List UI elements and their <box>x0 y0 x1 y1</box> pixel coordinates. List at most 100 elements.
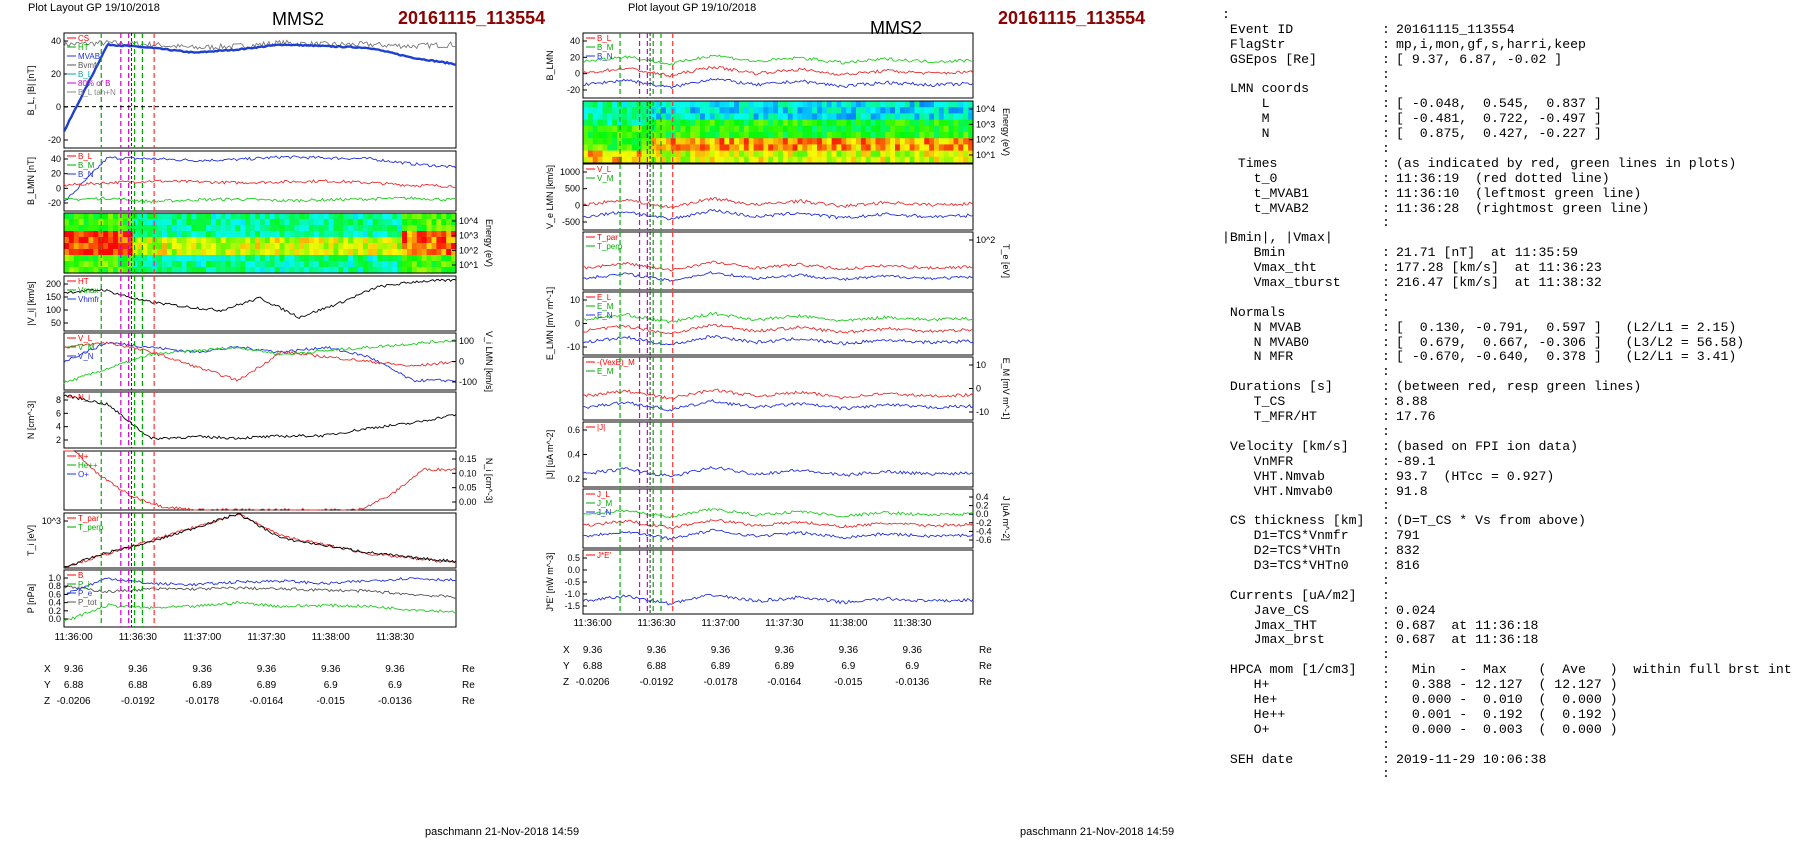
spectrogram-cell <box>612 144 618 152</box>
mid-panel-9-series-s0 <box>582 593 974 606</box>
spectrogram-cell <box>934 107 940 114</box>
spectrogram-cell <box>446 225 452 232</box>
spectrogram-cell <box>670 119 677 127</box>
spectrogram-cell <box>651 113 657 121</box>
mid-time-label: 11:38:00 <box>829 618 868 629</box>
spectrogram-cell <box>304 219 310 226</box>
spectrogram-cell <box>436 261 442 268</box>
param-value: 20161115_113554 <box>1396 21 1515 37</box>
spectrogram-cell <box>626 156 633 164</box>
spectrogram-cell <box>821 101 828 108</box>
spectrogram-cell <box>348 267 354 274</box>
spectrogram-cell <box>685 150 691 158</box>
spectrogram-cell <box>690 125 696 133</box>
spectrogram-cell <box>162 237 168 244</box>
spectrogram-cell <box>353 231 359 238</box>
spectrogram-cell <box>695 101 701 108</box>
param-row: VHT.Nmvab:93.7 (HTcc = 0.927) <box>1222 469 1800 485</box>
y-axis-label: T_e [eV] <box>1001 244 1011 278</box>
spectrogram-cell <box>651 132 657 139</box>
legend-entry: B <box>78 571 83 580</box>
event-id-left: 20161115_113554 <box>398 8 546 28</box>
left-x-value: 9.36 <box>128 664 148 675</box>
spectrogram-cell <box>943 125 950 133</box>
param-colon: : <box>1382 766 1390 782</box>
spectrogram-cell <box>763 101 769 108</box>
spectrogram-cell <box>607 113 613 121</box>
spectrogram-cell <box>870 132 877 139</box>
spectrogram-cell <box>289 267 295 274</box>
spectrogram-cell <box>250 261 256 268</box>
spectrogram-cell <box>264 243 271 250</box>
spectrogram-cell <box>870 138 877 145</box>
spectrogram-cell <box>778 138 784 145</box>
spectrogram-cell <box>181 255 188 262</box>
mid-panel-1-series-s2 <box>582 54 974 66</box>
spectrogram-cell <box>284 231 290 238</box>
spectrogram-cell <box>631 132 638 139</box>
spectrogram-cell <box>343 249 349 256</box>
spectrogram-cell <box>885 150 891 158</box>
spectrogram-cell <box>215 267 222 274</box>
param-colon: : <box>1382 617 1390 633</box>
spectrogram-cell <box>358 267 364 274</box>
spectrogram-cell <box>700 132 706 139</box>
param-row: Jmax_THT:0.687 at 11:36:18 <box>1222 617 1800 634</box>
param-row: : <box>1222 737 1800 753</box>
spectrogram-cell <box>88 213 94 220</box>
spectrogram-cell <box>729 132 735 139</box>
spectrogram-cell <box>284 219 290 226</box>
spectrogram-cell <box>919 156 925 164</box>
spectrogram-cell <box>304 225 310 232</box>
spectrogram-cell <box>597 132 604 139</box>
spectrogram-cell <box>953 101 959 108</box>
spectrogram-cell <box>709 132 716 139</box>
y-tick-label: -500 <box>562 217 580 227</box>
spectrogram-cell <box>240 213 246 220</box>
param-colon: : <box>1382 438 1390 454</box>
spectrogram-cell <box>162 219 168 226</box>
spectrogram-cell <box>607 132 613 139</box>
spectrogram-cell <box>773 101 779 108</box>
spectrogram-cell <box>176 231 183 238</box>
spectrogram-cell <box>323 255 330 262</box>
spectrogram-cell <box>421 261 428 268</box>
spectrogram-cell <box>73 213 80 220</box>
y-tick-label: 10^2 <box>976 135 995 145</box>
spectrogram-cell <box>191 225 197 232</box>
spectrogram-cell <box>626 138 633 145</box>
spectrogram-cell <box>166 261 173 268</box>
left-time-label: 11:38:00 <box>312 632 351 643</box>
param-value: 8.88 <box>1396 394 1428 410</box>
spectrogram-cell <box>938 101 945 108</box>
spectrogram-cell <box>362 267 369 274</box>
spectrogram-cell <box>904 138 911 145</box>
spectrogram-cell <box>191 255 197 262</box>
spectrogram-cell <box>264 267 271 274</box>
spectrogram-cell <box>885 156 891 164</box>
param-row: T_MFR/HT:17.76 <box>1222 409 1800 425</box>
spectrogram-cell <box>739 132 745 139</box>
spectrogram-cell <box>392 255 398 262</box>
spectrogram-cell <box>353 225 359 232</box>
param-colon: : <box>1382 304 1390 320</box>
spectrogram-cell <box>186 267 192 274</box>
spectrogram-cell <box>284 255 290 262</box>
spectrogram-cell <box>602 150 608 158</box>
spectrogram-cell <box>904 119 911 127</box>
spectrogram-cell <box>665 107 672 114</box>
spectrogram-cell <box>255 219 261 226</box>
spectrogram-cell <box>426 237 433 244</box>
spectrogram-cell <box>729 156 735 164</box>
spectrogram-cell <box>127 225 134 232</box>
param-value: 0.000 - 0.010 ( 0.000 ) <box>1396 691 1618 707</box>
spectrogram-cell <box>817 113 823 121</box>
spectrogram-cell <box>284 249 290 256</box>
spectrogram-cell <box>899 132 906 139</box>
spectrogram-cell <box>255 255 261 262</box>
y-tick-label: 0.2 <box>48 606 61 616</box>
spectrogram-cell <box>719 144 725 152</box>
param-colon: : <box>1382 36 1390 52</box>
spectrogram-cell <box>743 144 750 152</box>
y-tick-label: 0 <box>976 384 981 394</box>
